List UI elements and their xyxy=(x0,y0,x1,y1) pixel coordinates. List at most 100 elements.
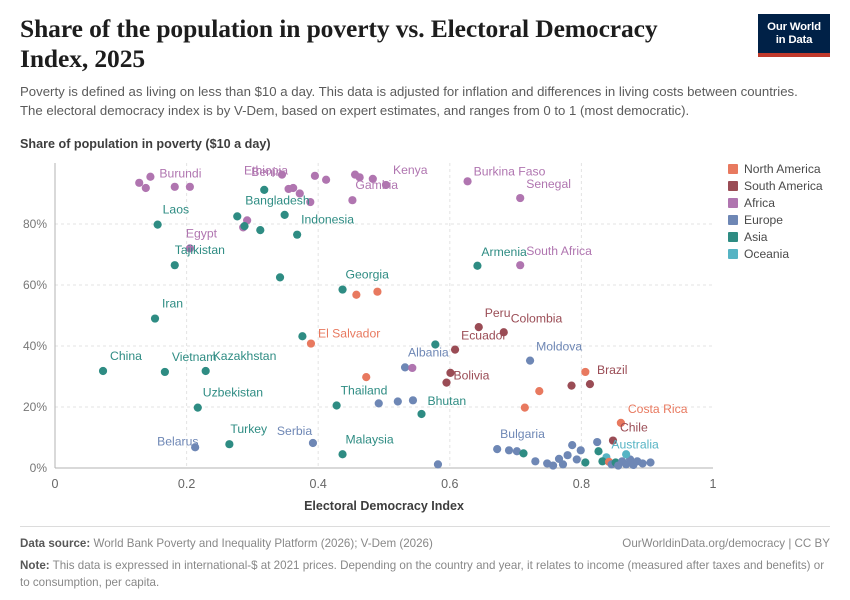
data-point[interactable] xyxy=(362,372,371,381)
data-point[interactable] xyxy=(368,174,377,183)
data-point[interactable] xyxy=(493,444,502,453)
data-point[interactable] xyxy=(275,272,285,282)
data-point[interactable] xyxy=(260,185,269,194)
data-point[interactable] xyxy=(298,331,307,340)
data-point[interactable] xyxy=(646,458,655,467)
data-point[interactable] xyxy=(567,381,576,390)
data-point[interactable] xyxy=(141,183,150,192)
legend-item-africa[interactable]: Africa xyxy=(728,196,823,210)
data-point[interactable] xyxy=(352,290,361,299)
data-point[interactable] xyxy=(504,445,514,455)
data-point[interactable] xyxy=(332,401,341,410)
data-point[interactable] xyxy=(193,403,202,412)
data-point[interactable] xyxy=(576,445,585,455)
legend-item-europe[interactable]: Europe xyxy=(728,213,823,227)
data-point[interactable] xyxy=(558,459,568,469)
data-point[interactable] xyxy=(185,243,194,253)
data-point[interactable] xyxy=(446,368,455,377)
data-point[interactable] xyxy=(277,170,287,179)
data-point[interactable] xyxy=(433,459,443,469)
data-point[interactable] xyxy=(233,211,242,221)
data-point[interactable] xyxy=(308,438,318,447)
data-point[interactable] xyxy=(400,362,410,372)
data-point[interactable] xyxy=(512,446,522,455)
data-point[interactable] xyxy=(306,197,315,206)
data-point[interactable] xyxy=(568,440,577,449)
point-label: Brazil xyxy=(597,363,627,377)
point-label: Serbia xyxy=(277,424,312,438)
data-point[interactable] xyxy=(240,221,249,230)
data-point[interactable] xyxy=(306,339,316,348)
data-point[interactable] xyxy=(170,182,179,191)
data-point[interactable] xyxy=(622,449,631,458)
data-point[interactable] xyxy=(256,225,265,234)
legend-item-south-america[interactable]: South America xyxy=(728,179,823,193)
data-point[interactable] xyxy=(442,378,451,387)
note-text: This data is expressed in international-… xyxy=(20,559,825,590)
data-point[interactable] xyxy=(146,172,155,181)
data-point[interactable] xyxy=(563,450,572,459)
data-point[interactable] xyxy=(355,172,364,182)
data-point[interactable] xyxy=(520,403,529,412)
data-point[interactable] xyxy=(393,397,402,406)
data-point[interactable] xyxy=(463,176,472,186)
data-point[interactable] xyxy=(585,379,595,388)
data-point[interactable] xyxy=(598,456,607,466)
data-point[interactable] xyxy=(191,442,200,451)
data-point[interactable] xyxy=(593,437,602,446)
footer-link[interactable]: OurWorldinData.org/democracy | CC BY xyxy=(622,536,830,550)
data-point[interactable] xyxy=(338,285,347,294)
data-point[interactable] xyxy=(348,195,357,204)
data-point[interactable] xyxy=(616,418,625,427)
data-point[interactable] xyxy=(135,178,144,187)
data-point[interactable] xyxy=(293,230,302,239)
data-point[interactable] xyxy=(160,367,169,376)
data-point[interactable] xyxy=(417,409,426,418)
data-point[interactable] xyxy=(525,356,535,365)
data-point[interactable] xyxy=(516,260,525,269)
data-point[interactable] xyxy=(408,363,417,372)
plot-area[interactable]: 0% 20% 40% 60% 80% 0 0.2 0.4 0.6 0.8 1 Electoral De… xyxy=(0,153,850,528)
data-point[interactable] xyxy=(594,446,603,455)
data-point[interactable] xyxy=(170,260,179,269)
data-point[interactable] xyxy=(535,386,544,395)
data-point[interactable] xyxy=(531,456,540,466)
data-point[interactable] xyxy=(474,322,483,331)
data-point[interactable] xyxy=(310,171,320,180)
data-point[interactable] xyxy=(153,220,162,229)
data-point[interactable] xyxy=(473,261,482,270)
data-point[interactable] xyxy=(499,327,508,336)
data-point[interactable] xyxy=(638,458,647,468)
point-label: Ethiopia xyxy=(244,163,288,177)
data-point[interactable] xyxy=(431,340,440,349)
legend-item-north-america[interactable]: North America xyxy=(728,162,823,176)
data-point[interactable] xyxy=(408,395,418,405)
data-point[interactable] xyxy=(549,461,558,470)
point-label: Uzbekistan xyxy=(203,385,263,399)
data-point[interactable] xyxy=(581,367,590,376)
data-point[interactable] xyxy=(201,366,210,375)
data-point[interactable] xyxy=(519,448,528,458)
point-label: Burkina Faso xyxy=(474,164,546,178)
data-point[interactable] xyxy=(381,180,391,189)
chart-note: Note: This data is expressed in internat… xyxy=(20,558,830,592)
data-point[interactable] xyxy=(572,454,581,464)
data-point[interactable] xyxy=(516,193,525,202)
data-point[interactable] xyxy=(374,398,383,408)
data-point[interactable] xyxy=(581,458,590,467)
legend-item-oceania[interactable]: Oceania xyxy=(728,247,823,261)
data-point[interactable] xyxy=(321,175,331,184)
legend-item-asia[interactable]: Asia xyxy=(728,230,823,244)
data-point[interactable] xyxy=(98,366,108,375)
data-point[interactable] xyxy=(373,287,382,296)
data-point[interactable] xyxy=(150,314,160,323)
owid-logo[interactable]: Our World in Data xyxy=(758,14,830,57)
data-point[interactable] xyxy=(185,182,194,191)
data-point[interactable] xyxy=(284,184,293,193)
data-point[interactable] xyxy=(608,436,618,445)
data-point[interactable] xyxy=(295,189,304,198)
data-point[interactable] xyxy=(338,449,347,458)
data-point[interactable] xyxy=(225,439,234,448)
data-point[interactable] xyxy=(450,345,460,354)
data-point[interactable] xyxy=(280,210,289,219)
